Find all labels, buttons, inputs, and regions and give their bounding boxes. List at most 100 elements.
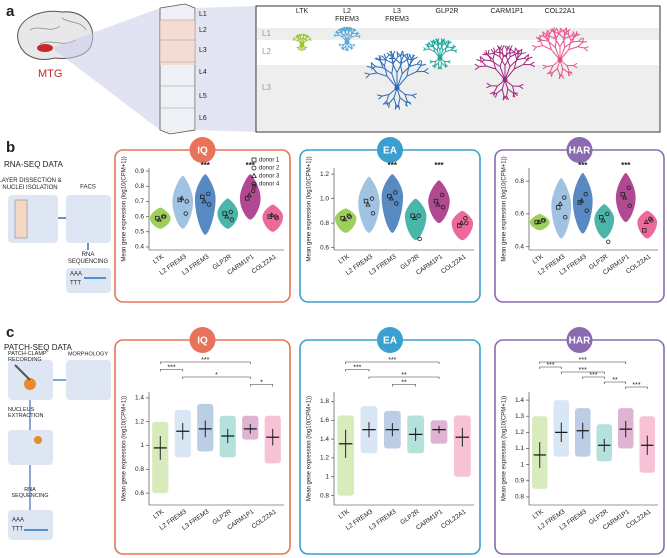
dendrite [549,29,555,33]
donor-point [583,192,588,197]
panel-label: c [6,324,14,341]
soma [557,57,563,63]
layer-label: L1 [199,11,207,18]
donor-point [458,220,464,225]
step: RNA SEQUENCING [68,252,109,265]
significance: *** [246,161,256,170]
dendrite [437,66,440,70]
y-tick-label: 1.8 [320,398,329,405]
bracket [582,376,605,379]
dendrite [437,39,439,43]
donor-point [649,218,654,223]
dendrite [498,48,502,54]
dendrite [530,61,535,66]
dendrite [395,104,400,109]
y-tick-label: 1.2 [320,171,329,178]
y-tick-label: 1.2 [320,455,329,462]
dendrite [411,93,417,96]
y-tick-label: 1.0 [320,195,329,202]
dendrite [551,27,555,33]
dendrite [384,102,390,105]
dendrite [409,63,418,67]
dendrite [488,52,494,55]
dendrite [383,53,387,59]
x-tick-label: LTK [152,508,166,521]
dendrite [393,97,397,105]
dendrite [416,59,421,65]
panel-label: b [6,139,15,156]
donor-point [541,218,546,223]
donor-point [251,188,256,193]
donor-point [251,181,257,187]
dendrite [509,45,513,51]
dendrite [546,31,550,37]
dendrite [347,45,349,49]
dendrite [568,40,572,50]
dendrite [352,44,356,47]
violin [551,177,572,239]
dendrite [386,94,390,102]
title-badge [377,137,403,163]
dendrite [333,34,337,36]
title-badge [566,327,593,353]
dendrite [527,56,533,60]
dendrite [514,64,524,70]
dendrite [516,53,522,60]
dendrite [549,65,554,72]
donor-point [156,216,162,222]
x-tick-label: COL22A1 [250,508,278,530]
dendrite [512,92,516,98]
dendrite [405,101,408,107]
step: RNA SEQUENCING [12,487,49,499]
significance: * [215,372,218,379]
legend-label: donor 2 [259,166,280,172]
dendrite [298,48,302,51]
dendrite [429,48,436,53]
violin [572,172,593,234]
dendrite [554,27,558,33]
bracket [159,361,251,364]
schematic-b [8,195,111,293]
dendrite [444,65,447,68]
dendrite [429,59,433,63]
dendrite [518,85,524,90]
dendrite [575,34,581,37]
dendrite [411,94,417,99]
dendrite [537,36,542,41]
donor-point [393,190,398,195]
dendrite [350,35,356,38]
x-tick-label: COL22A1 [440,253,468,275]
dendrite [523,54,529,59]
x-tick-label: COL22A1 [625,508,653,530]
dendrite [444,46,447,52]
violin [594,204,615,239]
dendrite [338,34,344,38]
dendrite [546,65,554,67]
significance: *** [632,382,640,389]
dendrite [507,88,514,94]
x-tick-label: COL22A1 [440,508,468,530]
dendrite [506,56,511,67]
chart-title: IQ [197,146,208,157]
dendrite [506,45,511,51]
dendrite [448,41,452,44]
dendrite [301,48,304,51]
dendrite [584,46,589,49]
dendrite [338,43,342,46]
dendrite [294,39,299,42]
dendrite [522,58,529,65]
significance: *** [579,357,587,364]
neuron [333,26,361,51]
dendrite [392,53,395,59]
dendrite [351,30,355,34]
dendrite [519,83,524,87]
dendrite [573,65,578,69]
dendrite [348,33,354,37]
donor-point [600,217,606,223]
violin [217,198,239,229]
layer-label-inner: L2 [262,47,271,56]
dendrite [479,55,482,61]
dendrite [450,46,454,51]
dendrite [495,51,501,54]
soma [344,39,350,45]
